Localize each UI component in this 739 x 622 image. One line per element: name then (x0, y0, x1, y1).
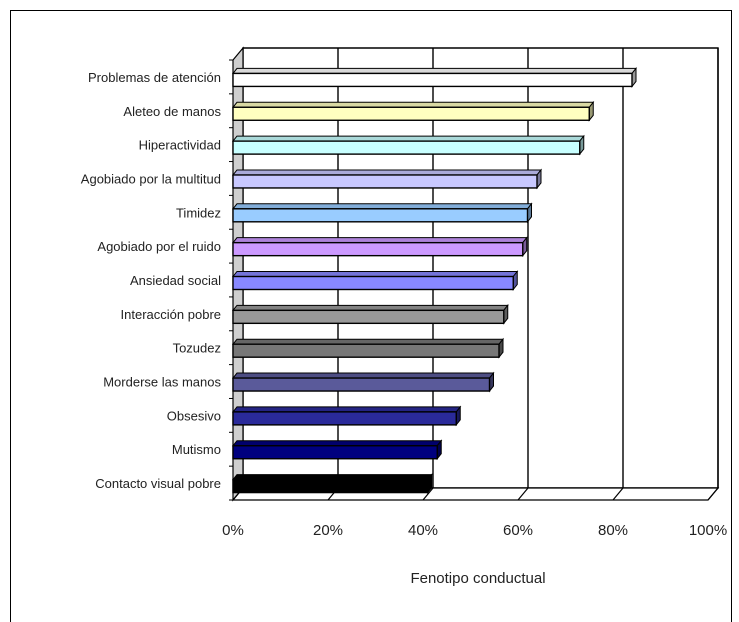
category-label: Hiperactividad (139, 138, 221, 153)
category-label: Agobiado por el ruido (97, 239, 221, 254)
category-label: Interacción pobre (121, 307, 221, 322)
x-tick-label: 100% (689, 522, 727, 539)
bar (231, 371, 495, 393)
bar-top (231, 169, 543, 176)
bar-front (232, 411, 457, 426)
bar-top (231, 237, 528, 244)
bar-front (232, 241, 524, 257)
floor-tick (422, 487, 434, 501)
bar-top (231, 203, 533, 210)
category-label: Agobiado por la multitud (81, 171, 221, 186)
x-tick-labels: 0% 20% 40% 60% 80% 100% (222, 522, 727, 539)
bar-front (232, 478, 429, 494)
bar-front (232, 106, 590, 121)
bar-front (232, 309, 505, 325)
category-label: Ansiedad social (130, 273, 221, 288)
bar (231, 236, 528, 258)
category-labels: Problemas de atención Aleteo de manos Hipe… (81, 70, 222, 491)
bar-top (231, 338, 505, 345)
bar-front (232, 72, 633, 88)
category-label: Morderse las manos (103, 375, 221, 390)
floor-tick (707, 487, 719, 501)
bar-front (232, 377, 491, 392)
chart-frame (10, 10, 732, 622)
bar (231, 473, 433, 495)
bar-front (232, 275, 514, 291)
x-tick-label: 60% (503, 522, 533, 539)
bar (231, 270, 519, 291)
bar (231, 439, 443, 461)
bar-front (232, 174, 538, 189)
x-tick-label: 40% (408, 522, 438, 539)
category-label: Tozudez (173, 341, 221, 356)
x-tick-label: 0% (222, 522, 244, 539)
bar (231, 303, 509, 325)
bar (231, 100, 595, 122)
x-tick-label: 80% (598, 522, 628, 539)
bar-top (231, 271, 519, 277)
bar-top (231, 440, 443, 447)
bar-front (232, 140, 581, 155)
bar (231, 134, 585, 156)
category-label: Contacto visual pobre (95, 476, 221, 491)
x-tick-label: 20% (313, 522, 343, 539)
bar-front (232, 445, 438, 460)
bar-top (231, 474, 433, 481)
floor-tick (612, 487, 624, 501)
bar-top (231, 67, 638, 74)
bar-front (232, 343, 500, 358)
category-label: Mutismo (172, 442, 221, 457)
bar-top (231, 135, 585, 142)
category-label: Timidez (176, 205, 221, 220)
bar-top (231, 304, 509, 311)
category-label: Aleteo de manos (123, 104, 221, 119)
bar (231, 405, 462, 427)
bar (231, 337, 505, 359)
bar (231, 66, 638, 88)
bar-front (232, 208, 529, 223)
category-label: Problemas de atención (88, 70, 221, 85)
bar (231, 168, 543, 190)
category-label: Obsesivo (167, 408, 221, 423)
bar-top (231, 101, 595, 108)
x-axis-label: Fenotipo conductual (410, 570, 545, 587)
floor-tick (517, 487, 529, 501)
bar (231, 202, 533, 224)
bar-top (231, 406, 462, 413)
bar-top (231, 372, 495, 379)
chart-bars (231, 66, 638, 495)
